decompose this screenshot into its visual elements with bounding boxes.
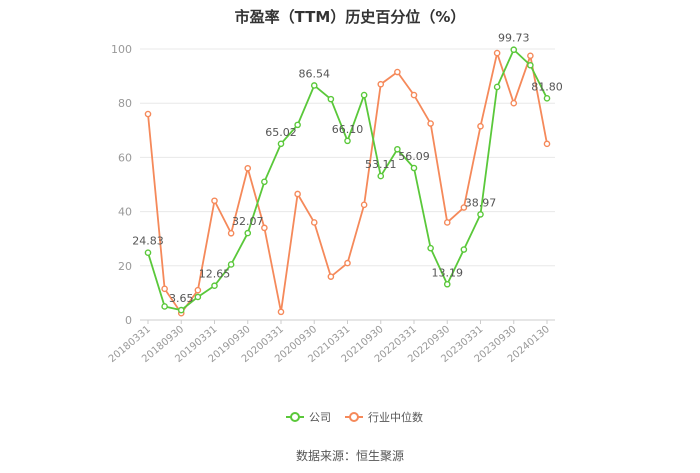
legend-marker — [290, 412, 300, 422]
data-point — [443, 280, 451, 288]
data-point — [244, 164, 252, 172]
data-point — [410, 164, 418, 172]
x-axis: 2018033120180930201903312019093020200331… — [107, 320, 552, 365]
data-label: 86.54 — [299, 67, 331, 80]
data-point — [194, 286, 202, 294]
data-point — [144, 110, 152, 118]
data-point — [360, 91, 368, 99]
data-point — [394, 68, 401, 76]
data-point — [410, 91, 418, 99]
legend-label: 公司 — [309, 411, 331, 424]
legend-label: 行业中位数 — [368, 410, 423, 424]
data-label: 32.07 — [232, 215, 264, 228]
y-tick-label: 60 — [118, 151, 132, 164]
series-0 — [144, 46, 551, 314]
data-point — [194, 293, 202, 301]
data-point — [543, 140, 551, 148]
data-point — [477, 122, 484, 130]
legend-marker — [349, 412, 359, 422]
data-point — [427, 120, 434, 127]
source-note: 数据来源：恒生聚源 — [296, 448, 404, 463]
y-tick-label: 0 — [125, 314, 132, 327]
data-point — [510, 99, 518, 107]
data-point — [493, 49, 501, 57]
data-point — [527, 61, 534, 69]
data-point — [211, 282, 218, 290]
data-point — [543, 95, 551, 102]
chart-title: 市盈率（TTM）历史百分位（%） — [235, 8, 466, 26]
data-point — [493, 83, 501, 91]
data-point — [360, 201, 368, 209]
data-label: 38.97 — [465, 196, 497, 209]
data-point — [344, 137, 351, 145]
y-tick-label: 80 — [118, 97, 132, 110]
data-label: 56.09 — [398, 150, 430, 163]
data-label: 81.80 — [531, 80, 563, 93]
data-point — [211, 197, 218, 205]
data-point — [377, 80, 385, 88]
data-point — [294, 190, 301, 198]
data-label: 12.65 — [199, 268, 231, 281]
data-point — [327, 95, 335, 103]
data-point — [527, 52, 534, 60]
data-point — [394, 145, 401, 153]
data-point — [177, 306, 185, 314]
y-tick-label: 40 — [118, 206, 132, 219]
data-point — [460, 246, 468, 253]
series-1 — [144, 49, 551, 317]
data-point — [427, 244, 434, 252]
data-point — [227, 261, 235, 268]
legend-item-1[interactable]: 行业中位数 — [345, 410, 423, 424]
data-label: 65.02 — [265, 126, 297, 139]
data-point — [310, 82, 318, 89]
data-point — [310, 219, 318, 226]
legend-item-0[interactable]: 公司 — [286, 411, 331, 424]
data-point — [477, 211, 484, 218]
data-labels: 24.83 3.65 12.65 32.07 65.02 86.54 66.10 53.115… — [132, 32, 563, 305]
data-point — [261, 224, 268, 232]
data-label: 3.65 — [169, 292, 194, 305]
data-point — [327, 273, 335, 280]
data-point — [377, 172, 385, 180]
data-point — [294, 121, 301, 129]
data-label: 53.11 — [365, 158, 397, 171]
y-tick-label: 20 — [118, 260, 132, 273]
data-label: 13.19 — [432, 266, 464, 279]
legend[interactable]: 公司 行业中位数 — [286, 410, 423, 424]
y-tick-label: 100 — [111, 43, 132, 56]
data-point — [460, 204, 468, 211]
data-point — [443, 219, 451, 226]
data-point — [227, 229, 235, 237]
data-point — [161, 285, 168, 293]
data-point — [277, 308, 285, 316]
data-point — [261, 178, 268, 186]
data-point — [344, 259, 351, 267]
grid — [140, 48, 555, 321]
data-label: 99.73 — [498, 32, 530, 45]
data-label: 66.10 — [332, 123, 364, 136]
y-axis: 0 20 40 60 80 100 — [111, 43, 132, 327]
data-point — [510, 46, 518, 54]
data-point — [244, 229, 252, 237]
series-layer — [144, 46, 551, 317]
data-point — [161, 303, 168, 310]
data-point — [144, 249, 152, 257]
data-label: 24.83 — [132, 235, 164, 248]
data-point — [277, 140, 285, 148]
